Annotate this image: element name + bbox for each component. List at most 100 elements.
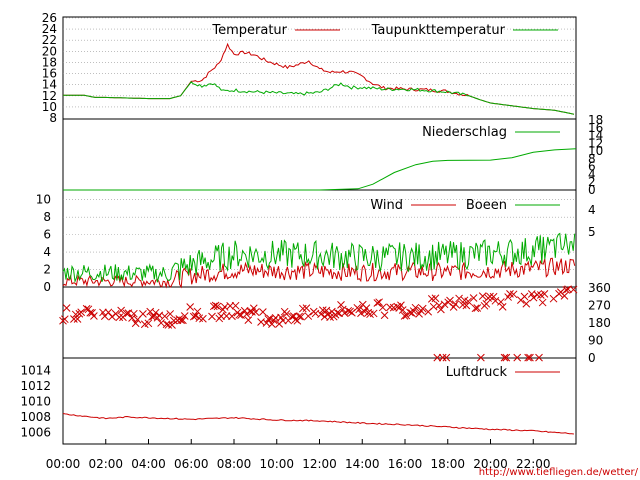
y-tick-label: 1006 xyxy=(20,425,51,439)
direction-marker xyxy=(130,309,138,318)
direction-marker xyxy=(186,303,195,311)
direction-marker xyxy=(169,316,178,325)
direction-marker xyxy=(90,312,98,320)
y-tick-label: 8 xyxy=(49,111,57,125)
pressure-line xyxy=(62,413,574,435)
direction-marker xyxy=(506,289,514,298)
legend-niederschlag: Niederschlag xyxy=(422,125,507,140)
direction-marker xyxy=(242,310,251,319)
x-tick-label: 20:00 xyxy=(473,457,508,471)
y-tick-label: 10 xyxy=(36,193,51,207)
direction-marker xyxy=(362,304,371,312)
direction-marker xyxy=(464,297,473,306)
direction-marker xyxy=(180,312,189,320)
direction-marker xyxy=(520,292,529,301)
legend-boeen: Boeen xyxy=(466,198,507,213)
direction-marker xyxy=(509,290,518,299)
direction-marker xyxy=(151,308,160,317)
direction-marker xyxy=(317,310,325,319)
precipitation-line xyxy=(63,148,577,191)
direction-marker xyxy=(244,316,253,325)
y-tick-label: 14 xyxy=(588,129,603,143)
direction-marker xyxy=(526,353,534,362)
direction-marker xyxy=(62,304,71,312)
direction-marker xyxy=(431,294,440,303)
direction-marker xyxy=(497,298,505,306)
direction-marker xyxy=(157,319,165,327)
direction-marker xyxy=(486,292,494,301)
direction-marker xyxy=(380,311,389,320)
direction-marker xyxy=(208,312,216,321)
direction-marker xyxy=(451,300,460,308)
direction-marker xyxy=(560,292,569,300)
y-tick-label: 4 xyxy=(588,167,596,181)
direction-marker xyxy=(99,308,107,317)
y-tick-label: 20 xyxy=(42,44,57,58)
direction-marker xyxy=(193,307,202,316)
direction-marker xyxy=(139,310,147,318)
direction-marker xyxy=(304,312,313,320)
direction-marker xyxy=(386,303,394,312)
direction-marker xyxy=(455,294,463,303)
direction-marker xyxy=(337,301,345,309)
direction-marker xyxy=(478,292,487,300)
y-tick-label: 270 xyxy=(588,299,611,313)
direction-marker xyxy=(122,309,131,318)
y-tick-label: 180 xyxy=(588,316,611,330)
direction-marker xyxy=(211,301,220,310)
x-tick-label: 18:00 xyxy=(430,457,465,471)
y-tick-label: 26 xyxy=(42,11,57,25)
direction-marker xyxy=(164,321,173,329)
direction-marker xyxy=(168,321,176,329)
direction-marker xyxy=(397,301,405,310)
direction-marker xyxy=(302,304,311,312)
direction-marker xyxy=(278,316,287,325)
y-tick-label: 14 xyxy=(42,78,57,92)
direction-marker xyxy=(442,353,451,362)
legend-wind: Wind xyxy=(370,198,403,213)
y-tick-label: 90 xyxy=(588,334,603,348)
direction-marker xyxy=(166,310,175,318)
direction-marker xyxy=(378,303,387,312)
direction-marker xyxy=(355,305,364,314)
direction-marker xyxy=(469,294,478,302)
y-tick-label: 24 xyxy=(42,22,57,36)
y-tick-label: 2 xyxy=(588,175,596,189)
y-tick-label: 0 xyxy=(43,280,51,294)
direction-marker xyxy=(297,312,305,321)
direction-marker xyxy=(418,304,427,313)
direction-marker xyxy=(498,303,507,311)
direction-marker xyxy=(477,353,485,362)
direction-marker xyxy=(248,307,256,316)
direction-marker xyxy=(535,353,543,362)
direction-marker xyxy=(128,314,136,322)
y-tick-label: 360 xyxy=(588,281,611,295)
direction-marker xyxy=(429,302,438,311)
direction-marker xyxy=(344,306,353,315)
y-tick-label: 16 xyxy=(588,121,603,135)
direction-marker xyxy=(333,308,342,317)
direction-marker xyxy=(540,290,549,298)
direction-marker xyxy=(489,292,498,301)
direction-marker xyxy=(179,316,187,325)
direction-marker xyxy=(502,353,511,362)
direction-marker xyxy=(538,298,547,307)
gust-line xyxy=(62,232,576,284)
x-tick-label: 22:00 xyxy=(516,457,551,471)
direction-marker xyxy=(524,353,532,362)
direction-marker xyxy=(251,308,260,316)
y-tick-label: 1012 xyxy=(20,379,51,393)
direction-marker xyxy=(500,353,509,362)
direction-marker xyxy=(282,310,291,318)
legend-taupunkttemperatur: Taupunkttemperatur xyxy=(371,23,506,38)
y-tick-label: 8 xyxy=(588,152,596,166)
direction-marker xyxy=(438,353,447,362)
y-tick-label: 10 xyxy=(42,100,57,114)
x-tick-label: 08:00 xyxy=(217,457,252,471)
direction-marker xyxy=(529,293,538,302)
direction-marker xyxy=(411,303,420,312)
direction-marker xyxy=(117,306,125,315)
direction-marker xyxy=(373,299,382,307)
y2-tick-label: 5 xyxy=(588,225,596,239)
